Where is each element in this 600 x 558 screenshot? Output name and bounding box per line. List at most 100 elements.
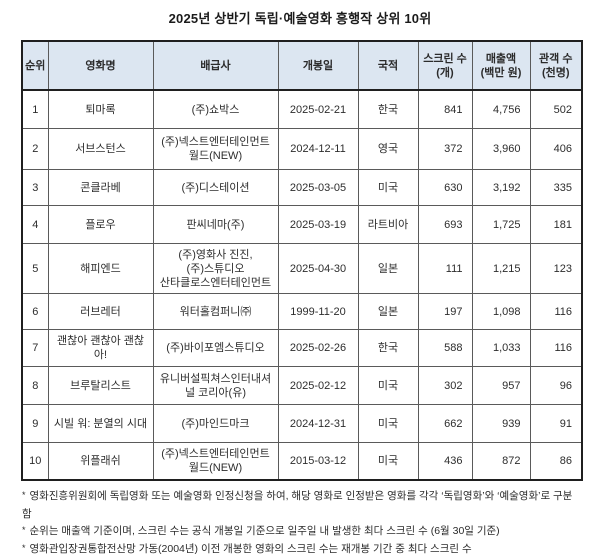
cell-rank: 10 (22, 443, 48, 481)
cell-audience: 502 (530, 90, 582, 129)
cell-release-date: 2025-03-19 (278, 206, 358, 244)
cell-revenue: 1,098 (472, 294, 530, 330)
cell-audience: 181 (530, 206, 582, 244)
cell-release-date: 2025-03-05 (278, 170, 358, 206)
cell-audience: 116 (530, 294, 582, 330)
header-audience: 관객 수 (천명) (530, 41, 582, 90)
cell-rank: 4 (22, 206, 48, 244)
cell-release-date: 2025-02-12 (278, 367, 358, 405)
table-row: 3 콘클라베 (주)디스테이션 2025-03-05 미국 630 3,192 … (22, 170, 582, 206)
table-row: 2 서브스턴스 (주)넥스트엔터테인먼트월드(NEW) 2024-12-11 영… (22, 129, 582, 170)
footnote-bullet: * (22, 487, 26, 505)
cell-country: 영국 (358, 129, 418, 170)
cell-screens: 436 (418, 443, 472, 481)
cell-rank: 9 (22, 405, 48, 443)
header-rank: 순위 (22, 41, 48, 90)
header-revenue: 매출액 (백만 원) (472, 41, 530, 90)
cell-country: 미국 (358, 443, 418, 481)
cell-rank: 6 (22, 294, 48, 330)
cell-movie: 해피엔드 (48, 244, 153, 294)
cell-rank: 3 (22, 170, 48, 206)
cell-distributor: (주)넥스트엔터테인먼트월드(NEW) (153, 443, 278, 481)
cell-audience: 123 (530, 244, 582, 294)
cell-movie: 브루탈리스트 (48, 367, 153, 405)
cell-screens: 693 (418, 206, 472, 244)
cell-distributor: 워터홀컴퍼니㈜ (153, 294, 278, 330)
table-row: 10 위플래쉬 (주)넥스트엔터테인먼트월드(NEW) 2015-03-12 미… (22, 443, 582, 481)
cell-revenue: 957 (472, 367, 530, 405)
cell-movie: 콘클라베 (48, 170, 153, 206)
table-body: 1 퇴마록 (주)쇼박스 2025-02-21 한국 841 4,756 502… (22, 90, 582, 480)
cell-audience: 406 (530, 129, 582, 170)
cell-screens: 372 (418, 129, 472, 170)
table-row: 1 퇴마록 (주)쇼박스 2025-02-21 한국 841 4,756 502 (22, 90, 582, 129)
cell-distributor: (주)영화사 진진, (주)스튜디오 산타클로스엔터테인먼트 (153, 244, 278, 294)
table-row: 5 해피엔드 (주)영화사 진진, (주)스튜디오 산타클로스엔터테인먼트 20… (22, 244, 582, 294)
cell-rank: 7 (22, 330, 48, 367)
header-row: 순위 영화명 배급사 개봉일 국적 스크린 수 (개) 매출액 (백만 원) 관… (22, 41, 582, 90)
footnote-text: 순위는 매출액 기준이며, 스크린 수는 공식 개봉일 기준으로 일주일 내 발… (30, 525, 500, 537)
cell-country: 미국 (358, 170, 418, 206)
cell-rank: 5 (22, 244, 48, 294)
cell-screens: 197 (418, 294, 472, 330)
cell-revenue: 4,756 (472, 90, 530, 129)
cell-distributor: (주)디스테이션 (153, 170, 278, 206)
cell-revenue: 3,960 (472, 129, 530, 170)
cell-country: 일본 (358, 294, 418, 330)
cell-country: 일본 (358, 244, 418, 294)
cell-revenue: 939 (472, 405, 530, 443)
cell-rank: 8 (22, 367, 48, 405)
cell-country: 한국 (358, 330, 418, 367)
cell-release-date: 2024-12-11 (278, 129, 358, 170)
table-row: 7 괜찮아 괜찮아 괜찮아! (주)바이포엠스튜디오 2025-02-26 한국… (22, 330, 582, 367)
cell-country: 미국 (358, 367, 418, 405)
header-screens: 스크린 수 (개) (418, 41, 472, 90)
table-row: 9 시빌 워: 분열의 시대 (주)마인드마크 2024-12-31 미국 66… (22, 405, 582, 443)
cell-release-date: 1999-11-20 (278, 294, 358, 330)
cell-country: 한국 (358, 90, 418, 129)
cell-audience: 96 (530, 367, 582, 405)
footnote-text: 영화진흥위원회에 독립영화 또는 예술영화 인정신청을 하여, 해당 영화로 인… (22, 490, 572, 520)
footnote: * 순위는 매출액 기준이며, 스크린 수는 공식 개봉일 기준으로 일주일 내 … (22, 523, 580, 541)
cell-screens: 111 (418, 244, 472, 294)
footnote-bullet: * (22, 522, 26, 540)
cell-distributor: (주)쇼박스 (153, 90, 278, 129)
header-movie: 영화명 (48, 41, 153, 90)
header-country: 국적 (358, 41, 418, 90)
cell-country: 라트비아 (358, 206, 418, 244)
footnote: * 영화관입장권통합전산망 가동(2004년) 이전 개봉한 영화의 스크린 수는… (22, 541, 580, 558)
footnote-bullet: * (22, 540, 26, 558)
cell-release-date: 2025-04-30 (278, 244, 358, 294)
cell-release-date: 2015-03-12 (278, 443, 358, 481)
cell-movie: 플로우 (48, 206, 153, 244)
cell-movie: 러브레터 (48, 294, 153, 330)
footnotes: *영화진흥위원회에 독립영화 또는 예술영화 인정신청을 하여, 해당 영화로 … (22, 488, 580, 558)
cell-screens: 302 (418, 367, 472, 405)
cell-screens: 841 (418, 90, 472, 129)
footnote: *영화진흥위원회에 독립영화 또는 예술영화 인정신청을 하여, 해당 영화로 … (22, 488, 580, 523)
table-row: 6 러브레터 워터홀컴퍼니㈜ 1999-11-20 일본 197 1,098 1… (22, 294, 582, 330)
cell-movie: 서브스턴스 (48, 129, 153, 170)
cell-rank: 2 (22, 129, 48, 170)
cell-revenue: 3,192 (472, 170, 530, 206)
cell-movie: 위플래쉬 (48, 443, 153, 481)
cell-audience: 116 (530, 330, 582, 367)
cell-distributor: 판씨네마(주) (153, 206, 278, 244)
cell-release-date: 2024-12-31 (278, 405, 358, 443)
table-row: 8 브루탈리스트 유니버설픽쳐스인터내셔널 코리아(유) 2025-02-12 … (22, 367, 582, 405)
films-table: 순위 영화명 배급사 개봉일 국적 스크린 수 (개) 매출액 (백만 원) 관… (21, 40, 583, 481)
cell-audience: 91 (530, 405, 582, 443)
cell-distributor: 유니버설픽쳐스인터내셔널 코리아(유) (153, 367, 278, 405)
cell-country: 미국 (358, 405, 418, 443)
cell-movie: 시빌 워: 분열의 시대 (48, 405, 153, 443)
header-distributor: 배급사 (153, 41, 278, 90)
cell-audience: 335 (530, 170, 582, 206)
cell-distributor: (주)마인드마크 (153, 405, 278, 443)
table-header: 순위 영화명 배급사 개봉일 국적 스크린 수 (개) 매출액 (백만 원) 관… (22, 41, 582, 90)
table-row: 4 플로우 판씨네마(주) 2025-03-19 라트비아 693 1,725 … (22, 206, 582, 244)
cell-revenue: 1,033 (472, 330, 530, 367)
cell-screens: 588 (418, 330, 472, 367)
footnote-text: 영화관입장권통합전산망 가동(2004년) 이전 개봉한 영화의 스크린 수는 … (30, 543, 472, 555)
cell-revenue: 1,725 (472, 206, 530, 244)
